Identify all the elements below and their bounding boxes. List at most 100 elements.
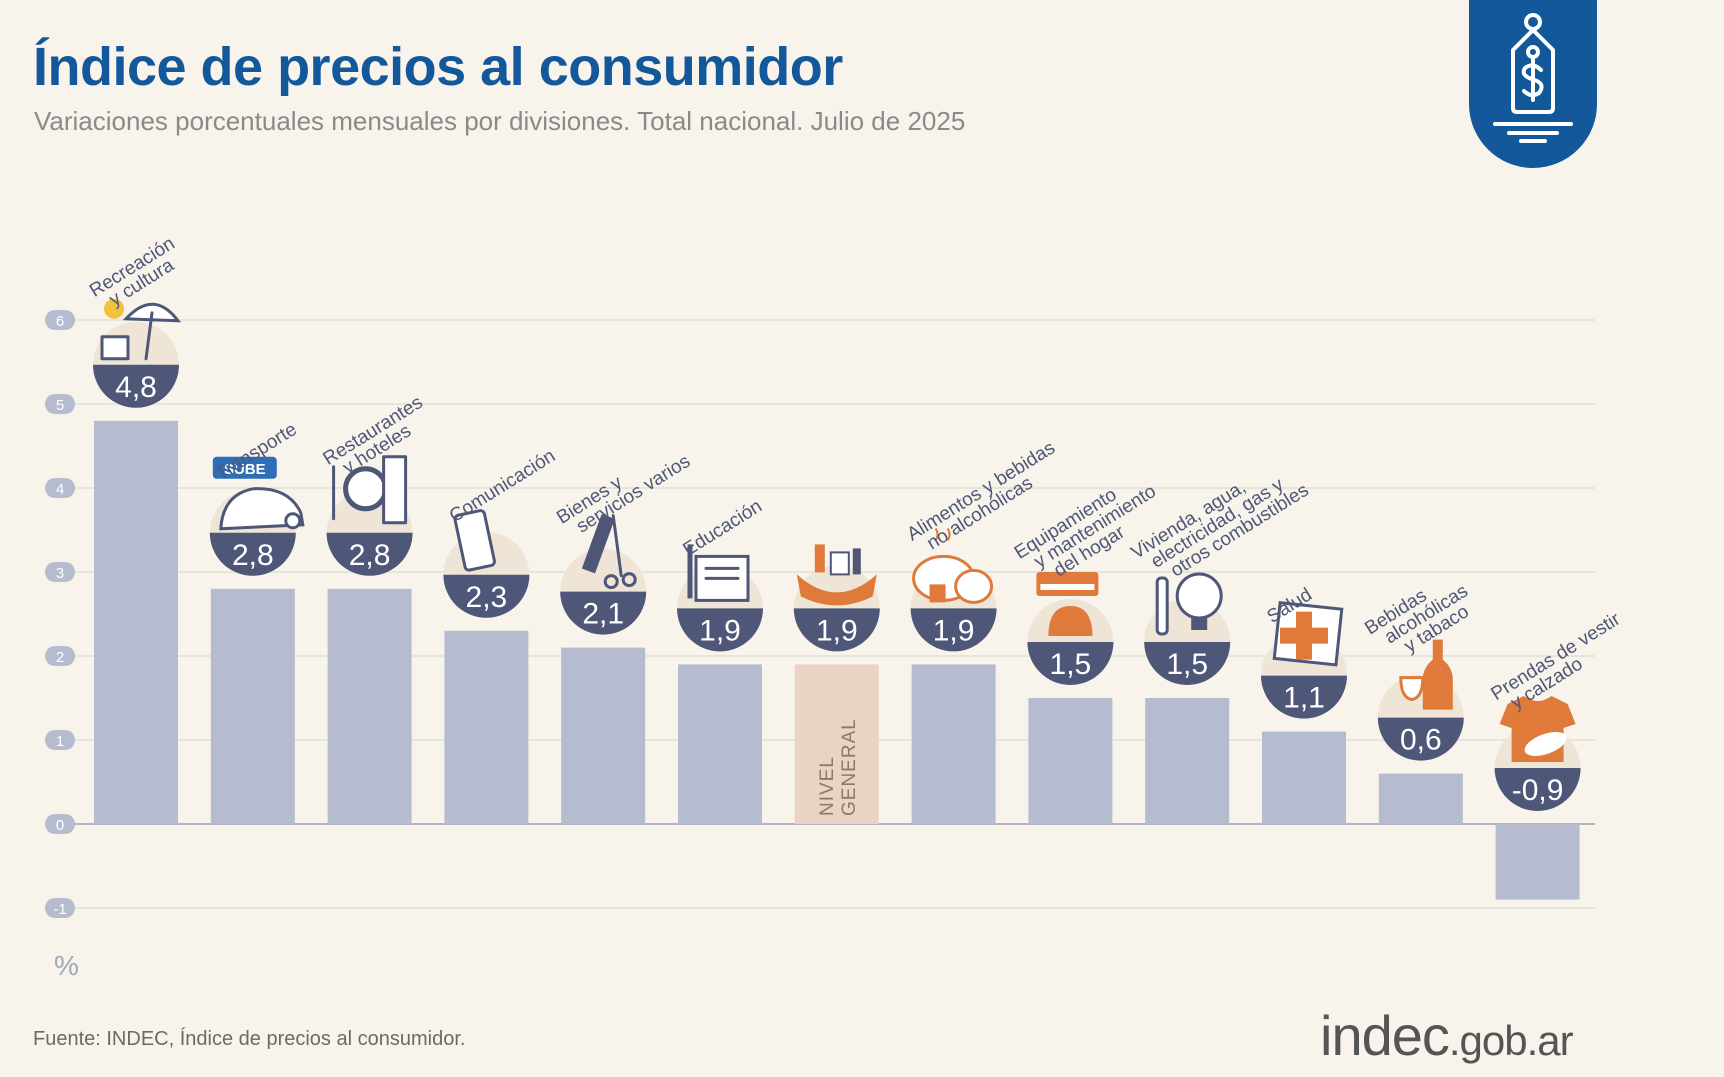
category-marker: 4,8 bbox=[93, 298, 182, 408]
roast-chicken-icon bbox=[912, 527, 994, 604]
data-label: -0,9 bbox=[1512, 774, 1564, 807]
data-label: 4,8 bbox=[115, 371, 157, 404]
book-pencil-icon bbox=[687, 544, 750, 602]
bar-inner-label-line: NIVEL bbox=[817, 756, 838, 816]
y-tick-pill bbox=[45, 562, 75, 582]
data-label: 2,8 bbox=[349, 539, 391, 572]
data-label: 1,1 bbox=[1283, 682, 1325, 715]
category-marker: -0,9 bbox=[1494, 696, 1581, 811]
category-label-line: Educación bbox=[680, 496, 766, 561]
phone-icon bbox=[453, 509, 496, 572]
bar bbox=[1145, 698, 1230, 824]
chart-subtitle: Variaciones porcentuales mensuales por d… bbox=[34, 106, 966, 136]
bar bbox=[561, 647, 646, 824]
category-marker: 1,9 bbox=[910, 527, 997, 652]
data-label: 2,8 bbox=[232, 539, 274, 572]
value-half-circle bbox=[326, 532, 413, 576]
y-tick-pill bbox=[45, 898, 75, 918]
y-tick-label: 6 bbox=[56, 313, 64, 330]
comb-scissors-icon bbox=[581, 514, 637, 590]
data-label: 1,9 bbox=[933, 614, 975, 647]
bar bbox=[678, 664, 762, 824]
category-marker: 2,3 bbox=[443, 509, 530, 618]
source-note: Fuente: INDEC, Índice de precios al cons… bbox=[33, 1028, 466, 1050]
plate-cutlery-icon bbox=[332, 455, 408, 525]
y-tick-pill bbox=[45, 394, 75, 414]
category-marker: 1,5 bbox=[1144, 572, 1231, 685]
bar bbox=[327, 588, 412, 824]
value-half-circle bbox=[443, 574, 530, 618]
data-label: 1,5 bbox=[1166, 648, 1208, 681]
value-half-circle bbox=[1377, 717, 1464, 761]
bulb-wrench-icon bbox=[1155, 572, 1223, 636]
bar-inner-label-line: GENERAL bbox=[839, 718, 860, 816]
y-tick-label: 1 bbox=[56, 733, 64, 750]
value-half-circle bbox=[1144, 642, 1231, 685]
category-marker: SUBE 2,8 bbox=[209, 456, 305, 576]
category-label: Comunicación bbox=[446, 445, 559, 527]
category-marker: 2,1 bbox=[560, 514, 647, 635]
y-tick-label: 2 bbox=[56, 649, 64, 666]
y-tick-pill bbox=[45, 310, 75, 330]
value-half-circle bbox=[1494, 768, 1581, 811]
y-tick-label: 5 bbox=[56, 397, 64, 414]
brand-main: indec bbox=[1320, 1004, 1450, 1067]
bar bbox=[210, 588, 295, 824]
bar bbox=[1028, 698, 1113, 824]
y-tick-label: -1 bbox=[53, 901, 66, 918]
category-label-line: Prendas de vestir bbox=[1488, 608, 1625, 705]
category-marker: 1,1 bbox=[1261, 601, 1347, 719]
category-marker: 1,9 bbox=[677, 544, 763, 652]
category-label: Educación bbox=[680, 496, 766, 561]
value-half-circle bbox=[793, 608, 880, 652]
bar bbox=[1262, 731, 1346, 824]
value-half-circle bbox=[1261, 675, 1347, 719]
data-label: 2,3 bbox=[466, 581, 508, 614]
value-half-circle bbox=[560, 591, 647, 635]
category-label-line: Alimentos y bebidas bbox=[904, 437, 1059, 545]
category-label-line: Comunicación bbox=[446, 445, 559, 527]
wine-bottle-icon bbox=[1399, 639, 1453, 710]
y-tick-pill bbox=[45, 478, 75, 498]
air-conditioner-icon bbox=[1036, 572, 1099, 636]
y-tick-label: 0 bbox=[56, 817, 64, 834]
bar bbox=[1495, 824, 1580, 900]
value-half-circle bbox=[677, 608, 763, 652]
category-marker: 0,6 bbox=[1377, 639, 1464, 761]
category-marker: 2,8 bbox=[326, 455, 413, 576]
y-tick-label: 3 bbox=[56, 565, 64, 582]
y-tick-label: 4 bbox=[56, 481, 64, 498]
shirt-shoe-icon bbox=[1499, 696, 1576, 762]
brand-logo: indec.gob.ar bbox=[1320, 1003, 1574, 1068]
data-label: 0,6 bbox=[1400, 724, 1442, 757]
beach-umbrella-icon bbox=[100, 298, 182, 361]
value-half-circle bbox=[209, 532, 296, 576]
y-tick-pill bbox=[45, 814, 75, 834]
y-tick-pill bbox=[45, 646, 75, 666]
category-marker: 1,9 bbox=[793, 544, 880, 652]
price-tag-dollar-icon bbox=[1493, 13, 1573, 143]
value-half-circle bbox=[1027, 642, 1114, 685]
car-sube-icon: SUBE bbox=[212, 456, 305, 531]
chart-title: Índice de precios al consumidor bbox=[33, 37, 843, 97]
data-label: 1,9 bbox=[699, 614, 741, 647]
price-tag-badge bbox=[1469, 0, 1597, 168]
value-half-circle bbox=[93, 364, 179, 408]
bar bbox=[911, 664, 996, 824]
y-unit-label: % bbox=[54, 950, 79, 981]
bar bbox=[94, 420, 178, 824]
brand-suffix: .gob.ar bbox=[1448, 1017, 1574, 1064]
value-half-circle bbox=[910, 608, 997, 652]
data-label: 2,1 bbox=[582, 598, 624, 631]
bar-inner-label: NIVEL GENERAL bbox=[817, 718, 860, 816]
category-marker: 1,5 bbox=[1027, 572, 1114, 685]
bar bbox=[794, 664, 879, 824]
sube-text: SUBE bbox=[224, 461, 266, 478]
data-label: 1,9 bbox=[816, 614, 858, 647]
y-tick-pill bbox=[45, 730, 75, 750]
data-label: 1,5 bbox=[1050, 648, 1092, 681]
